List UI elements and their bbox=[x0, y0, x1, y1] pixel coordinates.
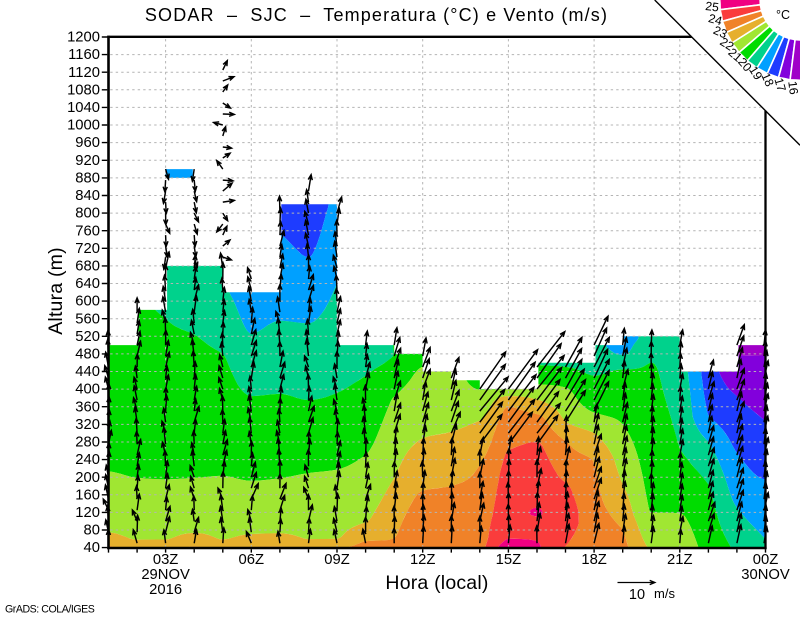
svg-text:12Z: 12Z bbox=[410, 552, 436, 568]
svg-text:Altura (m): Altura (m) bbox=[45, 247, 67, 335]
svg-text:1160: 1160 bbox=[68, 47, 100, 63]
svg-text:00Z: 00Z bbox=[753, 552, 779, 568]
svg-text:18Z: 18Z bbox=[581, 552, 607, 568]
svg-text:09Z: 09Z bbox=[324, 552, 350, 568]
svg-text:2016: 2016 bbox=[149, 582, 182, 598]
svg-text:920: 920 bbox=[75, 153, 100, 169]
svg-text:03Z: 03Z bbox=[153, 552, 179, 568]
svg-text:15Z: 15Z bbox=[496, 552, 522, 568]
svg-text:1080: 1080 bbox=[67, 82, 100, 98]
svg-text:360: 360 bbox=[75, 399, 100, 415]
svg-text:Hora (local): Hora (local) bbox=[385, 572, 488, 594]
svg-text:400: 400 bbox=[75, 382, 100, 398]
svg-text:40: 40 bbox=[84, 540, 100, 556]
svg-text:19: 19 bbox=[746, 63, 765, 82]
svg-text:720: 720 bbox=[75, 241, 100, 257]
svg-text:640: 640 bbox=[75, 276, 100, 292]
svg-text:480: 480 bbox=[75, 347, 100, 363]
svg-text:880: 880 bbox=[75, 171, 100, 187]
svg-text:25: 25 bbox=[705, 0, 720, 15]
svg-text:GrADS: COLA/IGES: GrADS: COLA/IGES bbox=[5, 604, 95, 616]
svg-text:200: 200 bbox=[75, 470, 100, 486]
svg-text:1000: 1000 bbox=[67, 118, 100, 134]
svg-text:10: 10 bbox=[629, 587, 645, 603]
svg-text:520: 520 bbox=[75, 329, 100, 345]
svg-text:840: 840 bbox=[75, 188, 100, 204]
svg-text:760: 760 bbox=[75, 223, 100, 239]
svg-text:960: 960 bbox=[75, 135, 100, 151]
svg-text:80: 80 bbox=[84, 523, 100, 539]
svg-text:560: 560 bbox=[75, 311, 100, 327]
svg-text:320: 320 bbox=[75, 417, 100, 433]
svg-text:m/s: m/s bbox=[654, 586, 675, 601]
svg-text:°C: °C bbox=[776, 8, 790, 22]
svg-text:1200: 1200 bbox=[67, 30, 100, 46]
svg-text:17: 17 bbox=[771, 76, 788, 93]
svg-text:18: 18 bbox=[758, 71, 776, 89]
svg-text:680: 680 bbox=[75, 259, 100, 275]
svg-text:1120: 1120 bbox=[68, 65, 100, 81]
svg-text:21Z: 21Z bbox=[667, 552, 693, 568]
svg-text:160: 160 bbox=[75, 487, 100, 503]
svg-text:29NOV: 29NOV bbox=[141, 567, 190, 583]
svg-text:30NOV: 30NOV bbox=[741, 567, 790, 583]
svg-text:22: 22 bbox=[717, 35, 736, 54]
svg-text:16: 16 bbox=[785, 80, 800, 95]
svg-text:SODAR – SJC – Temperatura: SODAR – SJC – Temperatura (°C) e Vento (… bbox=[145, 5, 608, 25]
svg-text:1040: 1040 bbox=[67, 100, 100, 116]
svg-text:240: 240 bbox=[75, 452, 100, 468]
svg-text:24: 24 bbox=[707, 11, 724, 28]
svg-text:600: 600 bbox=[75, 294, 100, 310]
svg-text:120: 120 bbox=[75, 505, 100, 521]
svg-text:280: 280 bbox=[75, 435, 100, 451]
svg-text:06Z: 06Z bbox=[239, 552, 265, 568]
svg-text:23: 23 bbox=[711, 23, 729, 41]
svg-text:800: 800 bbox=[75, 206, 100, 222]
svg-text:440: 440 bbox=[75, 364, 100, 380]
